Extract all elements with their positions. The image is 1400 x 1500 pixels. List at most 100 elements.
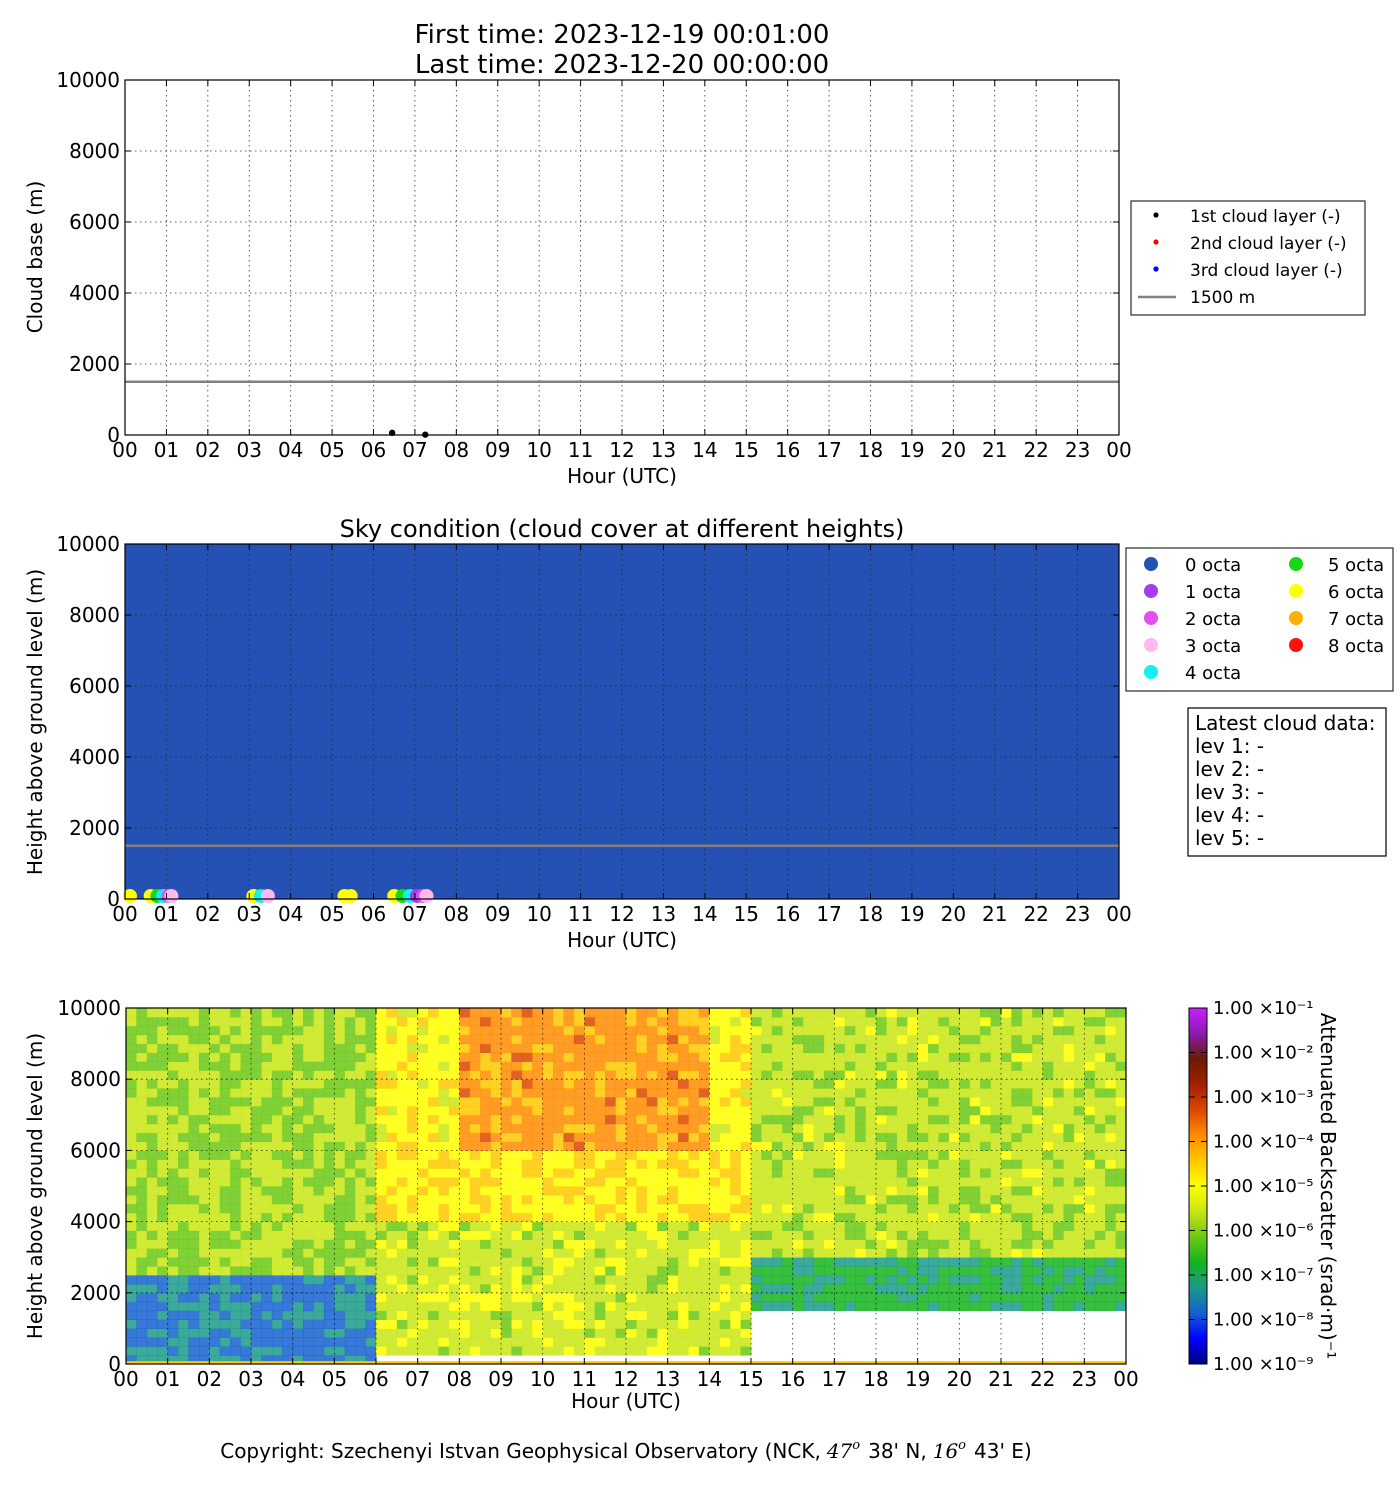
backscatter-cell <box>584 1061 596 1071</box>
backscatter-cell <box>1073 1034 1085 1045</box>
backscatter-cell <box>573 1283 585 1294</box>
backscatter-cell <box>573 1008 585 1018</box>
backscatter-cell <box>730 1043 742 1053</box>
backscatter-cell <box>782 1043 794 1053</box>
backscatter-cell <box>1115 1266 1126 1276</box>
backscatter-cell <box>209 1159 221 1169</box>
backscatter-cell <box>761 1043 773 1053</box>
backscatter-cell <box>271 1186 283 1196</box>
cloud-base-xtick-label: 00 <box>1106 438 1131 462</box>
backscatter-cell <box>844 1177 856 1187</box>
backscatter-cell <box>146 1177 158 1187</box>
backscatter-cell <box>1084 1266 1096 1276</box>
backscatter-cell <box>209 1123 221 1134</box>
backscatter-cell <box>323 1079 335 1089</box>
backscatter-cell <box>167 1097 179 1107</box>
backscatter-cell <box>990 1266 1002 1276</box>
backscatter-cell <box>896 1292 908 1303</box>
backscatter-cell <box>407 1319 419 1329</box>
backscatter-cell <box>615 1310 627 1320</box>
backscatter-cell <box>563 1275 575 1285</box>
backscatter-cell <box>146 1257 158 1267</box>
backscatter-cell <box>1063 1105 1075 1116</box>
backscatter-cell <box>407 1221 419 1231</box>
backscatter-cell <box>251 1034 262 1045</box>
backscatter-cell <box>626 1221 637 1231</box>
backscatter-cell <box>490 1008 502 1018</box>
backscatter-cell <box>709 1186 721 1196</box>
backscatter-cell <box>1032 1239 1044 1249</box>
backscatter-cell <box>605 1275 617 1285</box>
backscatter-cell <box>646 1034 658 1045</box>
backscatter-cell <box>209 1310 221 1320</box>
backscatter-cell <box>865 1105 877 1116</box>
backscatter-cell <box>126 1275 137 1285</box>
backscatter-cell <box>1073 1105 1085 1116</box>
backscatter-cell <box>1053 1043 1064 1053</box>
backscatter-cell <box>709 1168 721 1178</box>
backscatter-cell <box>751 1088 762 1098</box>
backscatter-cell <box>167 1194 179 1205</box>
backscatter-cell <box>136 1016 148 1027</box>
backscatter-cell <box>240 1097 252 1107</box>
backscatter-cell <box>240 1355 252 1364</box>
backscatter-cell <box>740 1088 752 1098</box>
backscatter-cell <box>719 1008 731 1018</box>
backscatter-cell <box>386 1212 398 1223</box>
backscatter-cell <box>146 1310 158 1320</box>
backscatter-cell <box>386 1283 398 1294</box>
backscatter-cell <box>490 1168 502 1178</box>
backscatter-cell <box>1021 1016 1033 1027</box>
backscatter-cell <box>1053 1132 1064 1142</box>
backscatter-cell <box>667 1061 679 1071</box>
backscatter-cell <box>646 1123 658 1134</box>
backscatter-cell <box>907 1088 919 1098</box>
backscatter-cell <box>1105 1194 1117 1205</box>
backscatter-cell <box>1021 1025 1033 1036</box>
backscatter-cell <box>188 1337 200 1347</box>
backscatter-cell <box>678 1132 689 1142</box>
backscatter-cell <box>438 1025 450 1036</box>
backscatter-cell <box>448 1043 460 1053</box>
backscatter-cell <box>1094 1008 1106 1018</box>
backscatter-cell <box>573 1275 585 1285</box>
backscatter-cell <box>355 1319 367 1329</box>
backscatter-cell <box>761 1088 773 1098</box>
backscatter-cell <box>626 1248 637 1258</box>
backscatter-cell <box>719 1212 731 1223</box>
backscatter-cell <box>230 1230 242 1240</box>
backscatter-cell <box>1011 1230 1023 1240</box>
backscatter-cell <box>751 1070 762 1080</box>
backscatter-xtick-label: 17 <box>822 1367 847 1391</box>
backscatter-cell <box>1021 1079 1033 1089</box>
backscatter-cell <box>896 1052 908 1062</box>
backscatter-cell <box>1011 1186 1023 1196</box>
backscatter-cell <box>1094 1123 1106 1134</box>
backscatter-cell <box>542 1203 554 1214</box>
backscatter-cell <box>251 1088 262 1098</box>
backscatter-cell <box>1011 1132 1023 1142</box>
backscatter-cell <box>1021 1070 1033 1080</box>
backscatter-cell <box>428 1097 439 1107</box>
backscatter-cell <box>771 1025 783 1036</box>
backscatter-cell <box>198 1230 210 1240</box>
backscatter-cell <box>751 1292 762 1303</box>
backscatter-cell <box>615 1034 627 1045</box>
sky-xtick-label: 04 <box>278 902 303 926</box>
backscatter-cell <box>511 1150 523 1160</box>
backscatter-cell <box>490 1016 502 1027</box>
backscatter-cell <box>876 1301 887 1312</box>
backscatter-cell <box>615 1043 627 1053</box>
backscatter-cell <box>251 1177 262 1187</box>
backscatter-cell <box>834 1266 846 1276</box>
backscatter-cell <box>188 1194 200 1205</box>
backscatter-cell <box>188 1230 200 1240</box>
backscatter-cell <box>980 1025 992 1036</box>
sky-xtick-label: 11 <box>568 902 593 926</box>
backscatter-cell <box>240 1186 252 1196</box>
backscatter-cell <box>573 1194 585 1205</box>
backscatter-cell <box>396 1016 408 1027</box>
backscatter-cell <box>792 1212 804 1223</box>
backscatter-cell <box>792 1141 804 1151</box>
backscatter-cell <box>834 1061 846 1071</box>
